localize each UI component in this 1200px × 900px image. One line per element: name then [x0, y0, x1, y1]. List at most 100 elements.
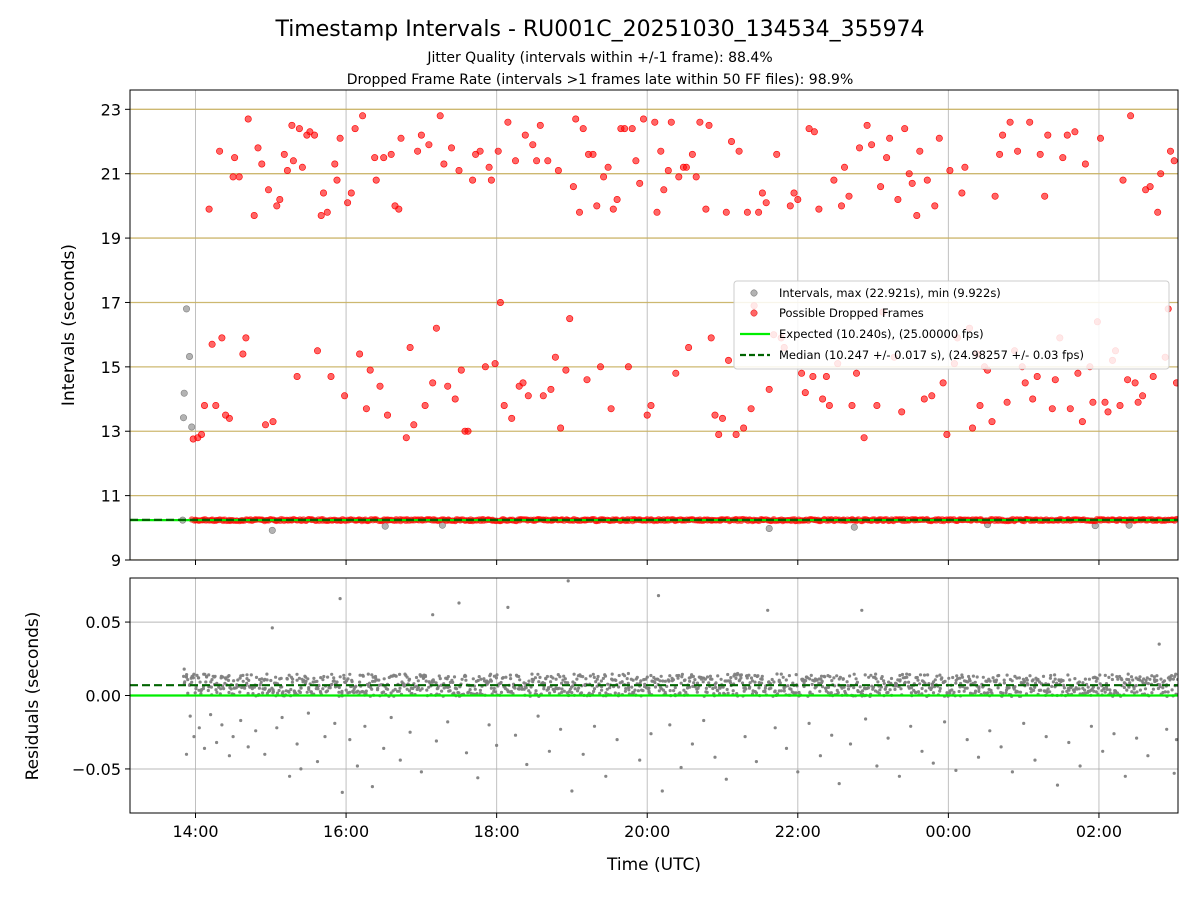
top-dropped-point-96: [533, 157, 541, 165]
bottom-band-point-1103: [966, 680, 970, 684]
bottom-band-point-795: [747, 673, 751, 677]
bottom-band-point-154: [290, 680, 294, 684]
bottom-residuals-point-80: [864, 717, 868, 721]
bottom-band-point-234: [348, 690, 352, 694]
bottom-band-point-96: [249, 673, 253, 677]
bottom-band-point-404: [468, 688, 472, 692]
top-dropped-point-244: [1078, 418, 1086, 426]
top-dropped-point-22: [269, 418, 277, 426]
bottom-band-point-731: [701, 680, 705, 684]
top-dropped-point-237: [1051, 376, 1059, 384]
bottom-band-point-163: [297, 676, 301, 680]
top-dropped-point-29: [293, 372, 301, 380]
bottom-band-point-21: [197, 676, 201, 680]
top-dropped-point-185: [855, 144, 863, 152]
top-ytick-label-6: 21: [101, 165, 121, 184]
bottom-band-point-995: [889, 676, 894, 681]
top-dropped-point-100: [547, 385, 555, 393]
top-dropped-point-37: [319, 189, 327, 197]
top-dropped-point-117: [607, 405, 615, 413]
bottom-band-point-1080: [950, 688, 954, 692]
bottom-band-point-1000: [893, 687, 897, 692]
bottom-band-point-108: [258, 683, 262, 687]
top-dropped-point-224: [1003, 398, 1011, 406]
bottom-residuals-point-85: [920, 749, 924, 753]
bottom-band-point-699: [678, 691, 682, 695]
bottom-band-point-853: [787, 674, 792, 678]
bottom-xtick-label-0: 14:00: [172, 822, 218, 841]
top-dropped-point-251: [1104, 408, 1112, 416]
top-dropped-point-7: [216, 147, 224, 155]
top-dropped-point-139: [685, 343, 693, 351]
bottom-band-point-1166: [1010, 679, 1014, 683]
top-dropped-point-196: [898, 408, 906, 416]
bottom-band-point-1341: [1134, 684, 1138, 688]
bottom-band-point-536: [562, 689, 566, 693]
bottom-band-point-943: [852, 686, 856, 690]
bottom-band-point-1337: [1132, 687, 1136, 691]
bottom-band-point-483: [524, 686, 528, 690]
bottom-band-point-36: [207, 673, 211, 677]
bottom-residuals-point-26: [340, 790, 344, 795]
bottom-band-point-1221: [1050, 684, 1054, 689]
bottom-residuals-point-66: [724, 777, 728, 781]
top-ylabel: Intervals (seconds): [59, 244, 79, 406]
bottom-residuals-point-70: [766, 608, 770, 612]
top-dropped-point-247: [1089, 398, 1097, 406]
bottom-band-point-40: [209, 685, 213, 689]
bottom-band-point-1206: [1039, 688, 1043, 692]
bottom-band-point-946: [854, 677, 858, 681]
bottom-band-point-800: [750, 679, 755, 683]
bottom-band-point-1077: [947, 676, 951, 680]
residuals-panel: −0.05 0.00 0.05 14:00 16:00 18:00 20:00 22:00 00…: [72, 577, 1179, 841]
top-dropped-point-118: [609, 205, 617, 213]
top-dropped-point-163: [773, 150, 781, 158]
bottom-band-point-70: [232, 679, 236, 683]
bottom-band-point-1347: [1138, 688, 1142, 692]
top-dropped-point-114: [596, 363, 604, 371]
bottom-band-point-1215: [1045, 691, 1049, 695]
bottom-band-point-207: [328, 686, 332, 690]
bottom-band-point-691: [673, 686, 677, 690]
top-dropped-point-178: [830, 176, 838, 184]
bottom-band-point-331: [416, 679, 420, 683]
bottom-residuals-point-92: [999, 745, 1003, 749]
bottom-band-point-656: [647, 691, 652, 695]
bottom-band-point-224: [340, 689, 344, 694]
bottom-band-point-1088: [955, 674, 959, 678]
top-dropped-point-220: [988, 418, 996, 426]
bottom-band-point-655: [647, 686, 651, 690]
top-dropped-point-98: [539, 392, 547, 400]
top-dropped-point-93: [521, 131, 529, 139]
top-dropped-point-10: [225, 414, 233, 422]
bottom-band-point-640: [636, 689, 641, 693]
bottom-band-point-1083: [951, 675, 955, 680]
top-dropped-point-11: [229, 173, 237, 181]
top-dropped-point-67: [429, 379, 437, 387]
bottom-band-point-1307: [1110, 677, 1114, 682]
bottom-band-point-930: [842, 685, 846, 689]
top-dropped-point-68: [432, 324, 440, 332]
bottom-band-point-127: [271, 688, 275, 692]
top-dropped-point-124: [632, 157, 640, 165]
bottom-band-point-1020: [907, 680, 911, 684]
bottom-band-point-815: [760, 677, 764, 681]
top-dropped-point-173: [810, 128, 818, 136]
bottom-band-point-621: [623, 674, 627, 678]
top-intervals-point-9: [765, 524, 773, 532]
bottom-band-point-226: [342, 676, 346, 681]
bottom-band-point-893: [817, 681, 821, 685]
bottom-band-point-1269: [1083, 677, 1087, 681]
bottom-band-point-855: [789, 687, 793, 691]
top-intervals-point-3: [183, 305, 191, 313]
bottom-residuals-point-59: [656, 594, 661, 598]
bottom-band-point-814: [760, 674, 764, 679]
top-dropped-point-184: [852, 369, 860, 377]
bottom-band-point-547: [571, 684, 575, 688]
bottom-band-point-512: [545, 674, 550, 679]
bottom-band-point-1289: [1098, 673, 1102, 677]
bottom-band-point-459: [508, 673, 512, 677]
bottom-band-point-382: [452, 675, 457, 679]
bottom-residuals-point-73: [796, 770, 800, 774]
bottom-band-point-963: [867, 675, 871, 679]
